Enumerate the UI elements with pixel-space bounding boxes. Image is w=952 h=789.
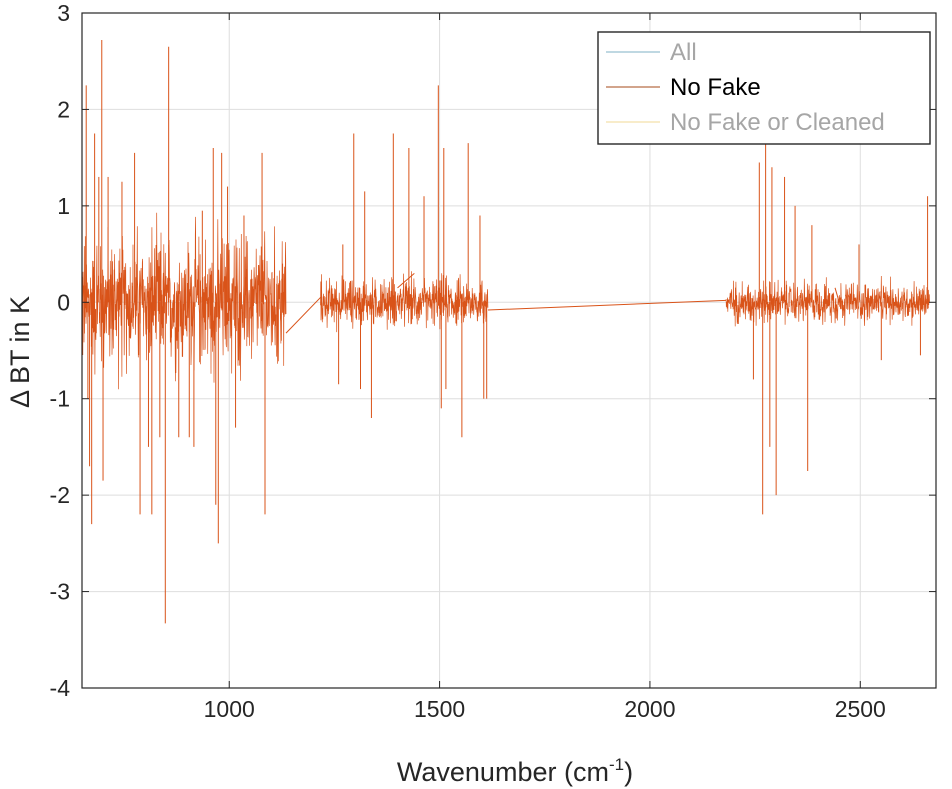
series-connector bbox=[285, 297, 321, 334]
y-tick-label: -4 bbox=[50, 675, 71, 701]
axes-box bbox=[81, 12, 937, 689]
y-tick-label: 2 bbox=[57, 96, 70, 122]
series-connector bbox=[834, 287, 840, 303]
legend-entry: No Fake or Cleaned bbox=[670, 109, 885, 136]
x-tick-label: 1500 bbox=[414, 696, 465, 722]
y-tick-label: 0 bbox=[57, 289, 70, 315]
y-axis-label: Δ BT in K bbox=[5, 296, 35, 408]
y-tick-label: 1 bbox=[57, 193, 70, 219]
x-tick-label: 2000 bbox=[624, 696, 675, 722]
x-axis-label-close: ) bbox=[624, 757, 633, 787]
series-band bbox=[725, 275, 930, 327]
x-axis-label-superscript: -1 bbox=[609, 755, 624, 774]
series-band bbox=[81, 212, 287, 390]
series-connector bbox=[397, 272, 415, 289]
series-no-fake bbox=[81, 40, 930, 624]
legend-box bbox=[597, 31, 931, 145]
ticks: 1000 1500 2000 2500 3 2 1 0 -1 -2 -3 -4 bbox=[50, 0, 936, 722]
legend: All No Fake No Fake or Cleaned bbox=[597, 31, 931, 145]
series-connector bbox=[487, 299, 727, 311]
legend-entry: No Fake bbox=[670, 74, 761, 101]
y-tick-label: -2 bbox=[50, 482, 70, 508]
x-tick-label: 1000 bbox=[204, 696, 255, 722]
x-axis-label-main: Wavenumber (cm bbox=[397, 757, 609, 787]
y-tick-label: -3 bbox=[50, 579, 70, 605]
legend-entry: All bbox=[670, 39, 697, 66]
series-band bbox=[320, 271, 489, 333]
y-tick-label: -1 bbox=[50, 386, 70, 412]
y-tick-label: 3 bbox=[57, 0, 70, 26]
x-axis-label: Wavenumber (cm-1) bbox=[397, 755, 633, 787]
x-tick-label: 2500 bbox=[835, 696, 886, 722]
